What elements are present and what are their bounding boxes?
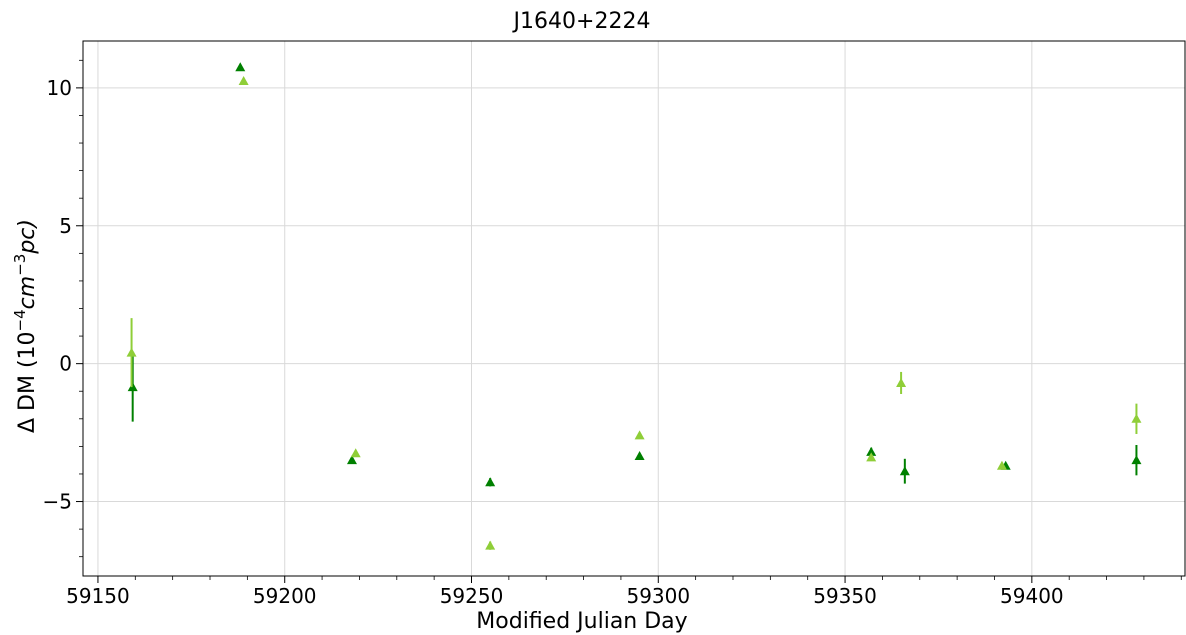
y-tick-label: 10 [47, 76, 72, 100]
chart-title: J1640+2224 [512, 9, 651, 34]
x-tick-label: 59350 [813, 584, 877, 608]
x-tick-label: 59250 [440, 584, 504, 608]
series-2 [126, 75, 1142, 550]
y-axis-label-suffix: pc) [15, 219, 40, 255]
data-point [899, 466, 910, 476]
series-1 [127, 62, 1142, 487]
data-point [996, 460, 1007, 470]
y-tick-label: −5 [43, 490, 72, 514]
y-axis-label: Δ DM (10−4cm−3pc) [11, 219, 40, 433]
x-tick-label: 59400 [1000, 584, 1064, 608]
axis-ticks: 59150 59200 59250 59300 59350 59400 −5 0 5 10 [43, 59, 1182, 608]
y-axis-label-exp2: −3 [11, 254, 29, 276]
data-point [634, 451, 645, 461]
data-point [1131, 455, 1142, 465]
x-tick-label: 59200 [253, 584, 317, 608]
data-point [235, 62, 246, 72]
y-axis-label-mid: cm [15, 276, 40, 310]
data-point [350, 448, 361, 458]
data-point [346, 455, 357, 465]
data-point [127, 382, 138, 392]
data-point [485, 477, 496, 487]
y-axis-label-exp1: −4 [11, 309, 29, 331]
y-axis-label-prefix: Δ DM (10 [15, 331, 40, 433]
x-axis-label: Modified Julian Day [476, 609, 687, 634]
data-point [866, 446, 877, 456]
x-tick-label: 59300 [626, 584, 690, 608]
data-point [866, 452, 877, 462]
data-point [126, 347, 137, 357]
data-point [896, 377, 907, 387]
x-tick-label: 59150 [66, 584, 130, 608]
data-point [485, 540, 496, 550]
y-tick-label: 0 [59, 352, 72, 376]
data-point [1131, 413, 1142, 423]
data-marks [126, 62, 1142, 550]
plot-frame [82, 40, 1186, 577]
data-point [634, 430, 645, 440]
data-point [238, 75, 249, 85]
y-tick-label: 5 [59, 214, 72, 238]
grid [83, 41, 1185, 576]
